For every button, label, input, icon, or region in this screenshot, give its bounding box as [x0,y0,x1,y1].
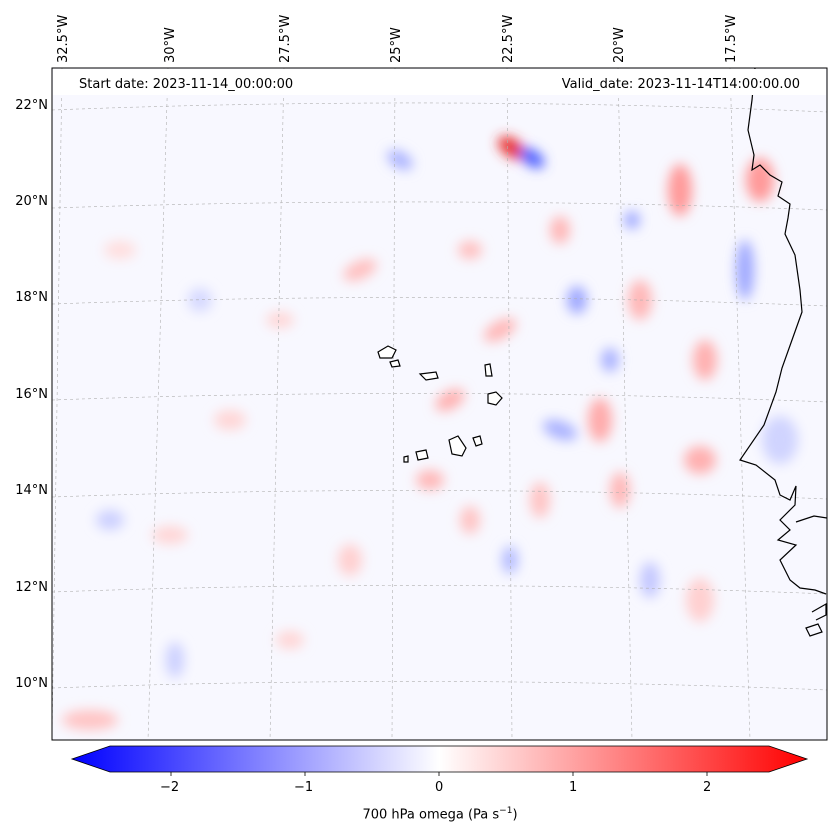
lon-label-32-5w: 32.5°W [56,14,71,63]
lon-label-22-5w: 22.5°W [501,14,516,63]
map-frame [51,67,828,741]
omega-field [52,68,827,740]
colorbar-tick-label: 1 [569,780,578,795]
colorbar-tick-label: −2 [160,780,180,795]
lon-label-17-5w: 17.5°W [724,14,739,63]
colorbar [70,745,809,776]
colorbar-label: 700 hPa omega (Pa s−1) [0,806,837,822]
lat-label-22n: 22°N [15,98,48,113]
lon-label-30w: 30°W [163,27,178,63]
lon-label-27-5w: 27.5°W [278,14,293,63]
header-strip [53,69,826,95]
colorbar-label-suffix: ) [512,807,518,823]
coastline [739,68,827,637]
cabo-verde-islands [377,345,503,463]
colorbar-ticks [170,772,708,776]
lon-label-25w: 25°W [389,27,404,63]
lon-label-20w: 20°W [612,27,627,63]
omega-anomalies [62,136,798,730]
lat-label-10n: 10°N [15,676,48,691]
colorbar-label-prefix: 700 hPa omega (Pa s [362,807,500,823]
lat-label-14n: 14°N [15,483,48,498]
lat-label-20n: 20°N [15,194,48,209]
colorbar-tick-label: 0 [435,780,444,795]
colorbar-label-exponent: −1 [499,806,513,816]
lat-label-12n: 12°N [15,580,48,595]
lat-label-18n: 18°N [15,290,48,305]
colorbar-tick-label: 2 [703,780,712,795]
graticule [52,68,827,740]
start-date-label: Start date: 2023-11-14_00:00:00 [79,77,294,92]
lat-label-16n: 16°N [15,387,48,402]
valid-date-label: Valid_date: 2023-11-14T14:00:00.00 [561,77,800,92]
colorbar-tick-label: −1 [294,780,314,795]
